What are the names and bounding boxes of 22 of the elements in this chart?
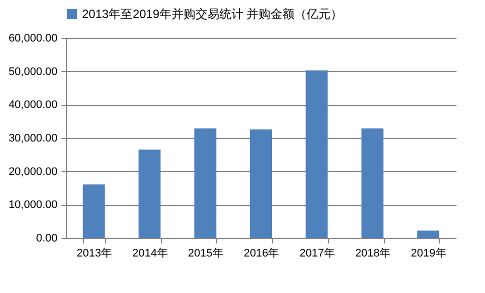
y-tick-label: 0.00	[36, 232, 58, 244]
x-tick-label: 2014年	[132, 248, 168, 260]
x-tick-label: 2015年	[188, 248, 224, 260]
legend-label: 2013年至2019年并购交易统计 并购金额（亿元）	[82, 7, 343, 21]
y-tick-label: 20,000.00	[8, 166, 58, 178]
bar	[306, 70, 328, 238]
x-tick-label: 2018年	[355, 248, 391, 260]
x-tick-label: 2016年	[244, 248, 280, 260]
bar	[138, 150, 161, 238]
bar	[361, 128, 384, 238]
y-tick-label: 40,000.00	[8, 99, 58, 112]
bar	[82, 184, 105, 238]
y-tick-label: 60,000.00	[8, 32, 58, 44]
bar	[250, 129, 272, 238]
y-tick-label: 10,000.00	[8, 199, 58, 212]
y-tick-label: 30,000.00	[8, 132, 58, 144]
bar	[417, 230, 440, 238]
x-tick-label: 2013年	[76, 248, 112, 260]
y-tick-label: 50,000.00	[8, 66, 58, 78]
bar	[194, 128, 216, 238]
x-tick-label: 2017年	[299, 248, 335, 260]
x-tick-label: 2019年	[410, 248, 446, 260]
